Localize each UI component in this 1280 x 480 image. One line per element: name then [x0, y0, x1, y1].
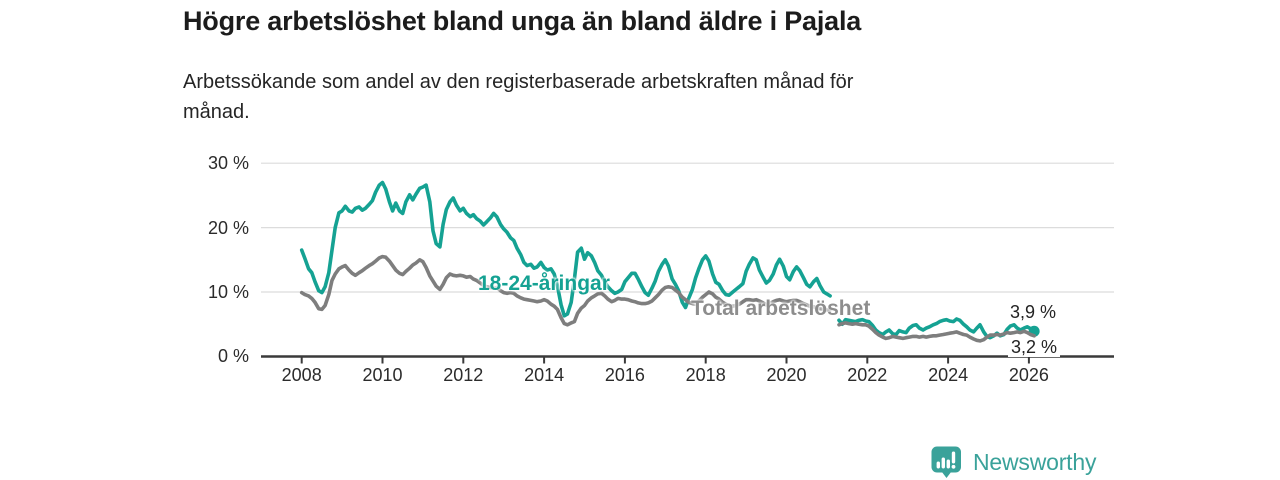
chart-subtitle: Arbetssökande som andel av den registerb… [183, 67, 853, 127]
newsworthy-wordmark: Newsworthy [973, 448, 1097, 475]
series-line-young-seg1 [299, 180, 832, 318]
x-tick-label-2012: 2012 [443, 365, 484, 385]
x-tick-label-2024: 2024 [928, 365, 969, 385]
series-line-total-seg1 [299, 254, 832, 327]
newsworthy-branding: Newsworthy [929, 444, 1096, 479]
y-tick-label-0: 0 % [217, 346, 249, 367]
series-line-total-seg2 [837, 321, 1036, 343]
x-tick-label-2020: 2020 [766, 365, 807, 385]
y-tick-label-20: 20 % [207, 217, 249, 238]
y-tick-label-10: 10 % [207, 282, 249, 302]
end-value-label-total: 3,2 % [1008, 338, 1061, 357]
x-tick-label-2010: 2010 [362, 365, 403, 385]
x-tick-label-2008: 2008 [281, 365, 322, 385]
subtitle-line-1: Arbetssökande som andel av den registerb… [183, 71, 854, 93]
y-tick-label-30: 30 % [207, 153, 249, 174]
x-tick-label-2026: 2026 [1008, 365, 1049, 385]
x-tick-label-2014: 2014 [524, 365, 565, 385]
end-value-label-young: 3,9 % [1010, 302, 1057, 322]
x-tick-label-2016: 2016 [604, 365, 645, 385]
x-tick-label-2018: 2018 [685, 365, 726, 385]
newsworthy-logo-icon [931, 446, 961, 478]
series-label-total: Total arbetslöshet [691, 297, 871, 320]
x-tick-label-2022: 2022 [847, 365, 888, 385]
subtitle-line-2: månad. [183, 101, 250, 123]
series-label-young: 18-24-åringar [478, 272, 610, 295]
page-title: Högre arbetslöshet bland unga än bland ä… [183, 6, 862, 36]
